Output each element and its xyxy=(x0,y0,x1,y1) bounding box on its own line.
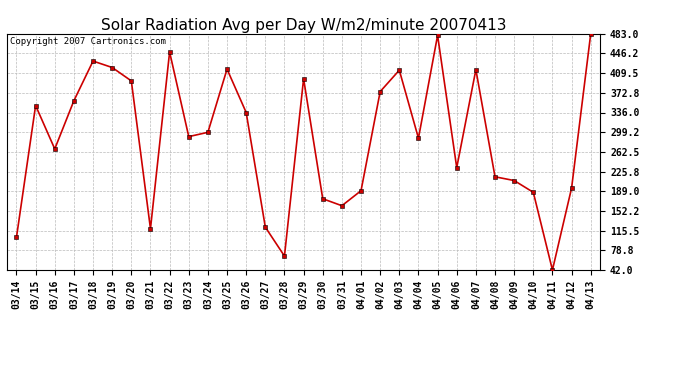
Title: Solar Radiation Avg per Day W/m2/minute 20070413: Solar Radiation Avg per Day W/m2/minute … xyxy=(101,18,506,33)
Text: Copyright 2007 Cartronics.com: Copyright 2007 Cartronics.com xyxy=(10,37,166,46)
